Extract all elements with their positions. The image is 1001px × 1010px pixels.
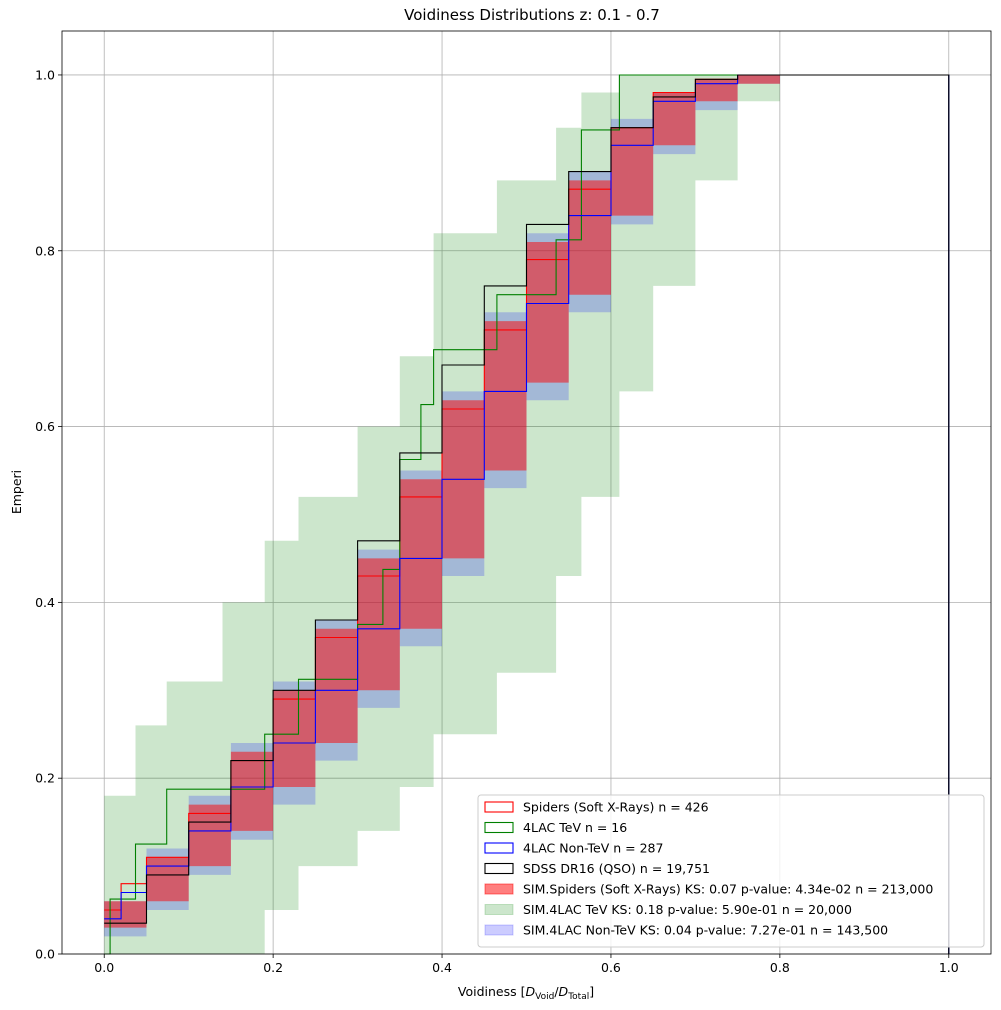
legend-swatch-1	[484, 821, 514, 834]
legend-swatch-5	[484, 904, 514, 915]
legend-label-5: SIM.4LAC TeV KS: 0.18 p-value: 5.90e-01 …	[523, 902, 852, 917]
x-tick-label-0: 0.0	[94, 960, 114, 975]
legend-box	[477, 794, 985, 948]
x-tick-label-5: 1.0	[939, 960, 959, 975]
x-tick-label-4: 0.8	[770, 960, 790, 975]
chart-title: Voidiness Distributions z: 0.1 - 0.7	[404, 6, 660, 24]
x-axis-label: Voidiness [DVoid/DTotal]	[458, 984, 594, 1002]
legend-label-2: 4LAC Non-TeV n = 287	[523, 841, 663, 856]
ecdf-series	[104, 74, 950, 955]
legend-swatch-3	[484, 862, 514, 875]
x-tick-label-1: 0.2	[263, 960, 283, 975]
y-tick-label-4: 0.8	[35, 243, 55, 258]
y-tick-label-3: 0.6	[35, 419, 55, 434]
legend-entries: Spiders (Soft X-Rays) n = 426 4LAC TeV n …	[484, 800, 933, 938]
x-axis-ticks: 0.0 0.2 0.4 0.6 0.8 1.0	[94, 954, 959, 975]
plot-frame	[61, 30, 992, 955]
y-axis-ticks: 0.0 0.2 0.4 0.6 0.8 1.0	[35, 67, 62, 962]
x-tick-label-2: 0.4	[432, 960, 452, 975]
legend-swatch-6	[484, 924, 514, 936]
legend: Spiders (Soft X-Rays) n = 426 4LAC TeV n …	[477, 794, 985, 948]
legend-label-4: SIM.Spiders (Soft X-Rays) KS: 0.07 p-val…	[523, 882, 933, 897]
legend-swatch-0	[484, 801, 514, 813]
legend-label-0: Spiders (Soft X-Rays) n = 426	[523, 800, 709, 815]
y-tick-label-2: 0.4	[35, 595, 55, 610]
y-axis-label: Emperi	[9, 470, 24, 514]
series-line-3	[104, 74, 950, 954]
y-tick-label-0: 0.0	[35, 947, 55, 962]
y-tick-label-5: 1.0	[35, 67, 55, 82]
legend-label-6: SIM.4LAC Non-TeV KS: 0.04 p-value: 7.27e…	[523, 923, 888, 938]
legend-swatch-2	[484, 842, 514, 854]
legend-label-3: SDSS DR16 (QSO) n = 19,751	[523, 861, 710, 876]
y-tick-label-1: 0.2	[35, 771, 55, 786]
x-tick-label-3: 0.6	[601, 960, 621, 975]
legend-label-1: 4LAC TeV n = 16	[523, 820, 627, 835]
legend-swatch-4	[484, 883, 514, 895]
